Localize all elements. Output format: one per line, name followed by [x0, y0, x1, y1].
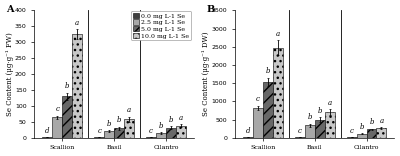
Bar — [356, 134, 366, 138]
Text: b: b — [117, 116, 121, 124]
Legend: 0.0 mg L-1 Se, 2.5 mg L-1 Se, 5.0 mg L-1 Se, 10.0 mg L-1 Se: 0.0 mg L-1 Se, 2.5 mg L-1 Se, 5.0 mg L-1… — [131, 11, 191, 41]
Bar — [295, 137, 305, 138]
Text: c: c — [350, 127, 354, 135]
Text: a: a — [75, 19, 79, 27]
Bar — [114, 128, 124, 138]
Text: d: d — [246, 127, 250, 135]
Text: b: b — [359, 123, 364, 131]
Bar — [263, 82, 273, 138]
Text: d: d — [45, 127, 50, 135]
Text: c: c — [298, 127, 302, 135]
Bar — [124, 119, 134, 138]
Bar — [253, 108, 263, 138]
Text: B: B — [206, 5, 214, 14]
Text: A: A — [6, 5, 13, 14]
Bar — [176, 126, 186, 138]
Bar — [315, 120, 325, 138]
Text: a: a — [179, 114, 183, 122]
Text: b: b — [308, 113, 312, 121]
Y-axis label: Se Content (μg·g⁻¹ DW): Se Content (μg·g⁻¹ DW) — [202, 32, 210, 116]
Text: c: c — [256, 95, 260, 103]
Bar — [166, 128, 176, 138]
Bar — [376, 128, 386, 138]
Text: b: b — [65, 82, 70, 90]
Text: c: c — [149, 127, 153, 135]
Bar — [42, 137, 52, 138]
Y-axis label: Se Content (μg·g⁻¹ FW): Se Content (μg·g⁻¹ FW) — [6, 32, 14, 116]
Bar — [325, 112, 335, 138]
Bar — [94, 137, 104, 138]
Text: b: b — [169, 116, 173, 124]
Bar — [243, 137, 253, 138]
Text: a: a — [328, 99, 332, 107]
Bar — [273, 47, 283, 138]
Bar — [62, 96, 72, 138]
Text: a: a — [127, 107, 131, 115]
Bar — [156, 133, 166, 138]
Text: c: c — [97, 127, 101, 135]
Bar — [146, 137, 156, 138]
Text: b: b — [107, 119, 111, 128]
Bar — [104, 131, 114, 138]
Text: b: b — [317, 107, 322, 115]
Bar — [52, 117, 62, 138]
Bar — [72, 34, 82, 138]
Text: a: a — [276, 30, 280, 38]
Bar — [366, 129, 376, 138]
Text: b: b — [266, 67, 270, 76]
Text: b: b — [159, 122, 163, 130]
Bar — [305, 125, 315, 138]
Bar — [346, 137, 356, 138]
Text: a: a — [380, 117, 384, 125]
Text: b: b — [369, 118, 374, 126]
Text: c: c — [55, 105, 59, 113]
